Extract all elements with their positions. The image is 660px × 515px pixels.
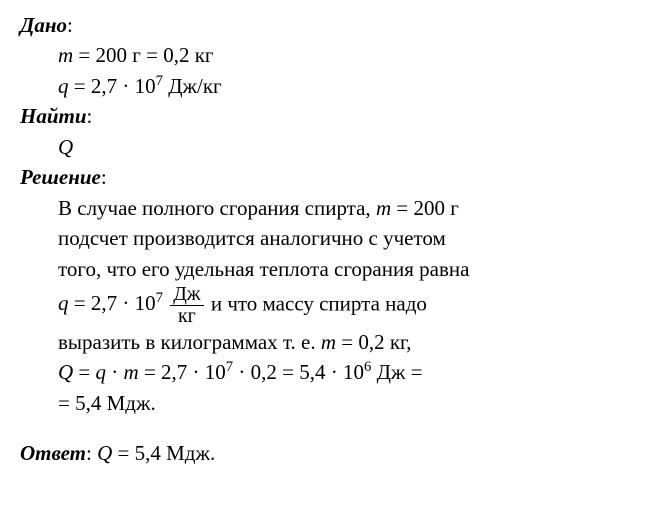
find-target: Q — [58, 132, 640, 162]
find-block: Найти: — [20, 101, 640, 131]
given-line-2: q = 2,7 · 107 Дж/кг — [58, 71, 640, 101]
find-heading: Найти — [20, 104, 87, 128]
given-heading: Дано — [20, 13, 67, 37]
given-block: Дано: — [20, 10, 640, 40]
solution-colon: : — [101, 165, 107, 189]
answer-heading: Ответ — [20, 441, 86, 465]
solution-line-1: В случае полного сгорания спирта, m = 20… — [58, 193, 640, 223]
solution-line-2: подсчет производится аналогично с учетом — [58, 223, 640, 253]
solution-line-3: того, что его удельная теплота сгорания … — [58, 254, 640, 284]
solution-line-7: = 5,4 Мдж. — [58, 388, 640, 418]
answer-text: Q = 5,4 Мдж. — [97, 441, 215, 465]
answer-colon: : — [86, 441, 97, 465]
solution-block: Решение: — [20, 162, 640, 192]
given-colon: : — [67, 13, 73, 37]
physics-solution-page: Дано: m = 200 г = 0,2 кг q = 2,7 · 107 Д… — [0, 0, 660, 479]
find-colon: : — [87, 104, 93, 128]
given-line-1: m = 200 г = 0,2 кг — [58, 40, 640, 70]
solution-line-5: выразить в килограммах т. е. m = 0,2 кг, — [58, 327, 640, 357]
solution-body: В случае полного сгорания спирта, m = 20… — [58, 193, 640, 419]
solution-line-4: q = 2,7 · 107 Джкг и что массу спирта на… — [58, 284, 640, 327]
solution-heading: Решение — [20, 165, 101, 189]
solution-line-6: Q = q · m = 2,7 · 107 · 0,2 = 5,4 · 106 … — [58, 357, 640, 387]
answer-block: Ответ: Q = 5,4 Мдж. — [20, 438, 640, 468]
